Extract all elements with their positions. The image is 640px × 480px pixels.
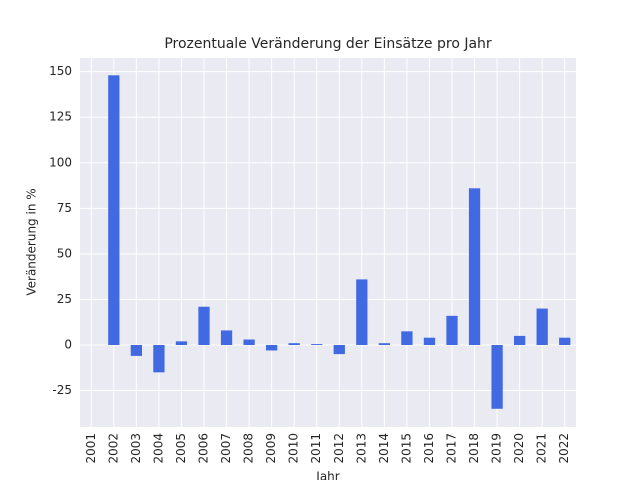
x-tick-label: 2003: [129, 433, 143, 464]
x-tick-label: 2007: [219, 433, 233, 464]
y-tick-label: 75: [57, 201, 72, 215]
bar: [514, 335, 526, 345]
x-tick-label: 2022: [557, 433, 571, 464]
bar: [468, 188, 481, 345]
bar: [130, 345, 142, 356]
x-tick-label: 2018: [467, 433, 481, 464]
y-tick-label: 125: [49, 110, 72, 124]
x-tick-label: 2009: [264, 433, 278, 464]
x-tick-label: 2005: [174, 433, 188, 464]
chart-title: Prozentuale Veränderung der Einsätze pro…: [164, 36, 492, 52]
bar: [446, 315, 458, 345]
x-tick-label: 2011: [309, 433, 323, 464]
x-tick-label: 2016: [422, 433, 436, 464]
x-axis-label: Jahr: [315, 470, 339, 480]
x-tick-label: 2021: [535, 433, 549, 464]
x-tick-label: 2017: [445, 433, 459, 464]
bar: [311, 344, 323, 345]
y-axis-label: Veränderung in %: [25, 188, 39, 295]
y-tick-label: 50: [57, 246, 72, 260]
y-tick-label: 100: [49, 155, 72, 169]
bar: [559, 337, 571, 345]
x-tick-label: 2014: [377, 433, 391, 464]
bar: [108, 75, 120, 346]
x-tick-label: 2006: [197, 433, 211, 464]
bar: [175, 341, 188, 345]
bar: [220, 330, 233, 345]
x-tick-label: 2010: [287, 433, 301, 464]
y-tick-label: 150: [49, 64, 72, 78]
x-tick-label: 2008: [242, 433, 256, 464]
bar: [378, 343, 390, 345]
x-tick-label: 2020: [512, 433, 526, 464]
x-tick-label: 2019: [490, 433, 504, 464]
bar: [333, 345, 345, 355]
bar: [266, 345, 278, 351]
bar: [491, 345, 503, 409]
bar: [153, 345, 165, 373]
bar: [243, 339, 255, 345]
x-tick-label: 2015: [399, 433, 413, 464]
x-tick-label: 2013: [354, 433, 368, 464]
bar: [198, 306, 210, 345]
y-tick-label: -25: [52, 383, 72, 397]
x-tick-label: 2012: [332, 433, 346, 464]
bar: [401, 331, 413, 345]
bar: [288, 343, 300, 345]
bar: [356, 279, 368, 345]
y-tick-label: 25: [57, 292, 72, 306]
bar: [536, 308, 548, 345]
y-tick-label: 0: [64, 338, 72, 352]
x-tick-label: 2004: [151, 433, 165, 464]
x-tick-label: 2002: [106, 433, 120, 464]
bar: [423, 337, 436, 345]
x-tick-label: 2001: [84, 433, 98, 464]
